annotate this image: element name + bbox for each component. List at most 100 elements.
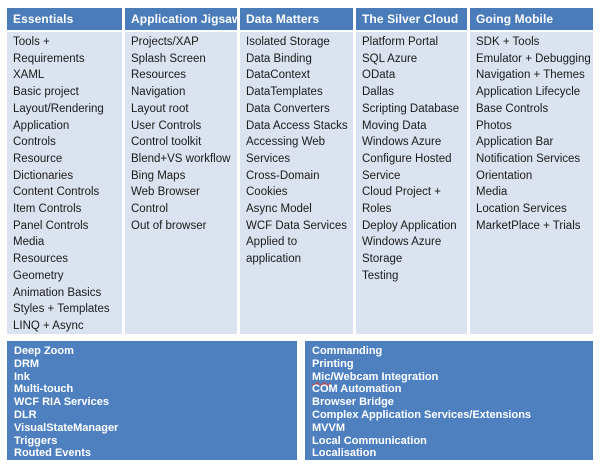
topic-item: Blend+VS workflow (131, 152, 231, 165)
topic-item: Commanding (312, 345, 383, 357)
topic-item: Application Lifecycle (476, 86, 581, 99)
topic-item: Navigation (131, 86, 186, 99)
column-header-the-silver-cloud: The Silver Cloud (356, 8, 467, 30)
topic-item: Platform Portal (362, 36, 439, 48)
topic-item: Printing (312, 357, 354, 370)
topic-item: Routed Events (14, 447, 92, 460)
column-body-going-mobile: SDK + Tools Emulator + Debugging Navigatio… (470, 32, 593, 334)
column-body-the-silver-cloud: Platform Portal SQL Azure OData Dallas Scrip… (356, 32, 467, 334)
topic-item: Multi-touch (14, 383, 74, 396)
topic-item: Basic project (13, 86, 79, 99)
topic-item: Resources (13, 253, 68, 266)
topic-item: Windows Azure (362, 136, 442, 149)
topic-item: Requirements (13, 52, 85, 65)
topic-item: Data Access Stacks (246, 119, 348, 132)
topic-item: Triggers (14, 434, 58, 447)
topic-item: Ink (14, 370, 30, 383)
topic-item: Data Binding (246, 52, 312, 65)
topic-item: Panel Controls (13, 219, 89, 232)
topic-item: LINQ + Async (13, 319, 84, 332)
topic-item: Localisation (312, 447, 377, 460)
topic-item: Cloud Project + (362, 186, 441, 199)
topic-item: Photos (476, 119, 512, 132)
topic-item: DataTemplates (246, 86, 323, 99)
topic-item: MarketPlace + Trials (476, 219, 581, 232)
topic-item: Service (362, 169, 401, 182)
bottom-right-box: Commanding Printing Mic/Webcam Integration… (305, 341, 593, 460)
topic-item: Dallas (362, 86, 394, 99)
topic-item: User Controls (131, 119, 202, 132)
topic-item: Content Controls (13, 186, 100, 199)
topic-item: Resource (13, 152, 63, 165)
topic-item: application (246, 253, 301, 266)
topic-item: Storage (362, 253, 403, 266)
topic-item: Animation Basics (13, 286, 102, 299)
topic-item: Dictionaries (13, 169, 74, 182)
topic-item: Navigation + Themes (476, 69, 585, 82)
topic-item: DLR (14, 408, 37, 421)
topic-item: Control (131, 203, 169, 216)
topic-item: Cookies (246, 186, 288, 199)
column-body-application-jigsaw: Projects/XAP Splash Screen Resources Naviga… (125, 32, 237, 334)
topic-item: SDK + Tools (476, 36, 540, 48)
topic-item: Browser Bridge (312, 396, 394, 409)
topic-item: Application (13, 119, 70, 132)
topic-item: Out of browser (131, 219, 207, 232)
topic-item: OData (362, 69, 396, 82)
topic-item: Local Communication (312, 434, 427, 447)
topic-item: MVVM (312, 421, 345, 434)
topic-item: Web Browser (131, 186, 200, 199)
topic-item: Async Model (246, 203, 312, 216)
column-header-application-jigsaw: Application Jigsaw (125, 8, 241, 30)
topic-item: Roles (362, 203, 392, 216)
topic-item: Application Bar (476, 136, 554, 149)
column-header-data-matters: Data Matters (240, 8, 353, 30)
topic-item: Geometry (13, 269, 64, 282)
topic-item: COM Automation (312, 383, 402, 396)
topic-item: Complex Application Services/Extensions (312, 408, 532, 421)
column-body-essentials: Tools + Requirements XAML Basic project Layo… (7, 32, 122, 334)
topic-item: Applied to (246, 236, 298, 249)
topic-item: Media (13, 236, 45, 249)
topic-item: Services (246, 152, 291, 165)
topic-item: Layout/Rendering (13, 102, 104, 115)
column-header-essentials: Essentials (7, 8, 122, 30)
topic-item: WCF RIA Services (14, 396, 109, 409)
column-header-going-mobile: Going Mobile (470, 8, 593, 30)
topic-item: Orientation (476, 169, 533, 182)
spellcheck-underlined-text: Mic (312, 370, 331, 383)
topic-item: Resources (131, 69, 186, 82)
topic-item: Controls (13, 136, 56, 149)
topic-item: Isolated Storage (246, 36, 330, 48)
topic-item: Splash Screen (131, 52, 206, 65)
topic-item: Control toolkit (131, 136, 202, 149)
topic-item: Notification Services (476, 152, 581, 165)
topic-item: Tools + (13, 36, 50, 48)
topic-item: Data Converters (246, 102, 330, 115)
column-body-data-matters: Isolated Storage Data Binding DataContext D… (240, 32, 353, 334)
topic-item: Mic/Webcam Integration (312, 371, 593, 384)
topic-item: XAML (13, 69, 45, 82)
topic-item: Scripting Database (362, 102, 460, 115)
topic-item: Styles + Templates (13, 303, 110, 316)
topic-item: VisualStateManager (14, 421, 119, 434)
topic-item: Deep Zoom (14, 345, 74, 357)
topic-item: Accessing Web (246, 136, 326, 149)
bottom-section: Deep Zoom DRM Ink Multi-touch WCF RIA Servic… (7, 341, 593, 460)
topic-item: WCF Data Services (246, 219, 347, 232)
topic-item: Cross-Domain (246, 169, 320, 182)
topic-item: Testing (362, 269, 399, 282)
topic-item-text: /Webcam Integration (330, 370, 439, 383)
topic-item: DataContext (246, 69, 310, 82)
topic-item: SQL Azure (362, 52, 418, 65)
topic-item: Moving Data (362, 119, 427, 132)
topic-item: Windows Azure (362, 236, 442, 249)
topic-item: Media (476, 186, 508, 199)
bottom-left-box: Deep Zoom DRM Ink Multi-touch WCF RIA Servic… (7, 341, 297, 460)
topic-item: Projects/XAP (131, 36, 199, 48)
topic-item: Location Services (476, 203, 567, 216)
topic-item: Deploy Application (362, 219, 457, 232)
topic-item: DRM (14, 357, 40, 370)
topic-item: Item Controls (13, 203, 82, 216)
